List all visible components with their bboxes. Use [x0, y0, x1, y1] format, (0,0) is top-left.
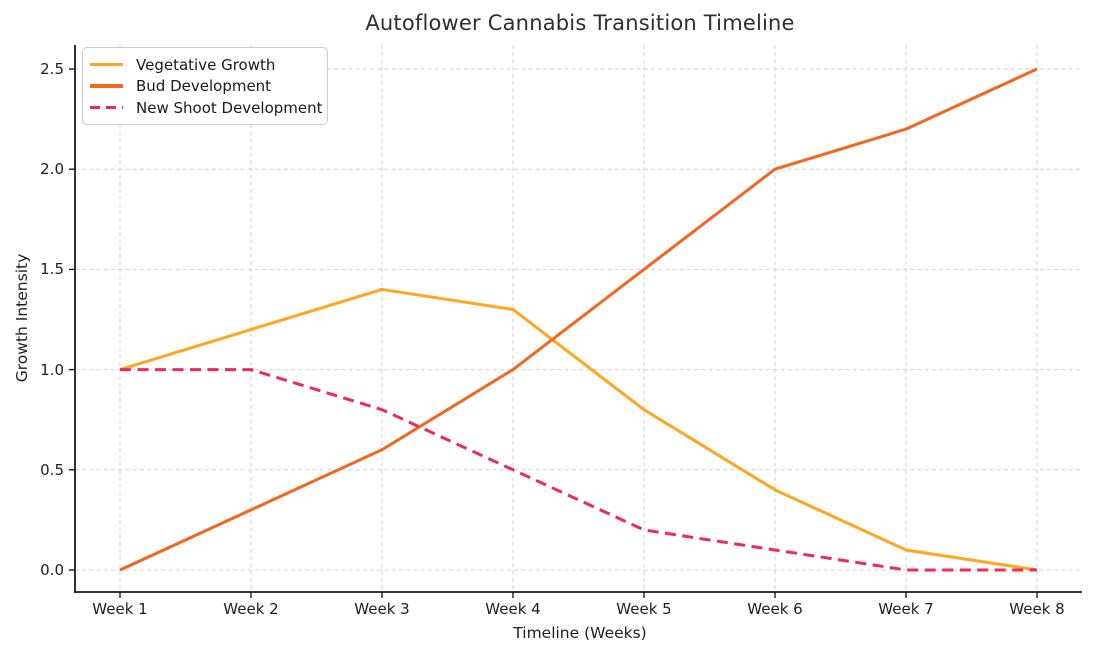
series-line-vegetative-growth — [119, 287, 1038, 572]
y-tick-label: 1.5 — [40, 260, 64, 279]
chart-title: Autoflower Cannabis Transition Timeline — [365, 11, 795, 35]
y-tick-label: 2.0 — [40, 160, 64, 179]
legend-item-new-shoot-development: New Shoot Development — [90, 97, 323, 118]
x-tick-label: Week 7 — [878, 600, 934, 618]
y-tick-label: 1.0 — [40, 360, 64, 379]
y-tick-label: 0.5 — [40, 460, 64, 479]
x-tick-label: Week 4 — [485, 600, 541, 618]
y-tick-label: 0.0 — [40, 561, 64, 579]
legend-line-swatch-bud-development — [90, 84, 123, 88]
x-tick-label: Week 8 — [1009, 600, 1065, 618]
legend-label-vegetative-growth: Vegetative Growth — [136, 55, 276, 74]
y-tick-label: 2.5 — [40, 60, 64, 78]
series-line-bud-development — [119, 67, 1038, 572]
legend-item-bud-development: Bud Development — [90, 76, 317, 97]
legend-line-swatch-new-shoot-development — [90, 105, 123, 110]
x-tick-label: Week 5 — [616, 600, 672, 618]
y-axis-label: Growth Intensity — [13, 253, 31, 383]
legend-label-bud-development: Bud Development — [136, 77, 272, 95]
x-tick-label: Week 2 — [223, 600, 279, 618]
legend-line-swatch-vegetative-growth — [90, 62, 123, 67]
legend: Vegetative Growth Bud Development New Sh… — [82, 47, 328, 125]
x-tick-label: Week 3 — [354, 600, 410, 618]
x-axis-label: Timeline (Weeks) — [513, 624, 647, 642]
x-tick-label: Week 6 — [747, 600, 803, 618]
x-tick-label: Week 1 — [92, 600, 148, 618]
legend-item-vegetative-growth: Vegetative Growth — [90, 54, 317, 75]
legend-label-new-shoot-development: New Shoot Development — [136, 98, 323, 117]
